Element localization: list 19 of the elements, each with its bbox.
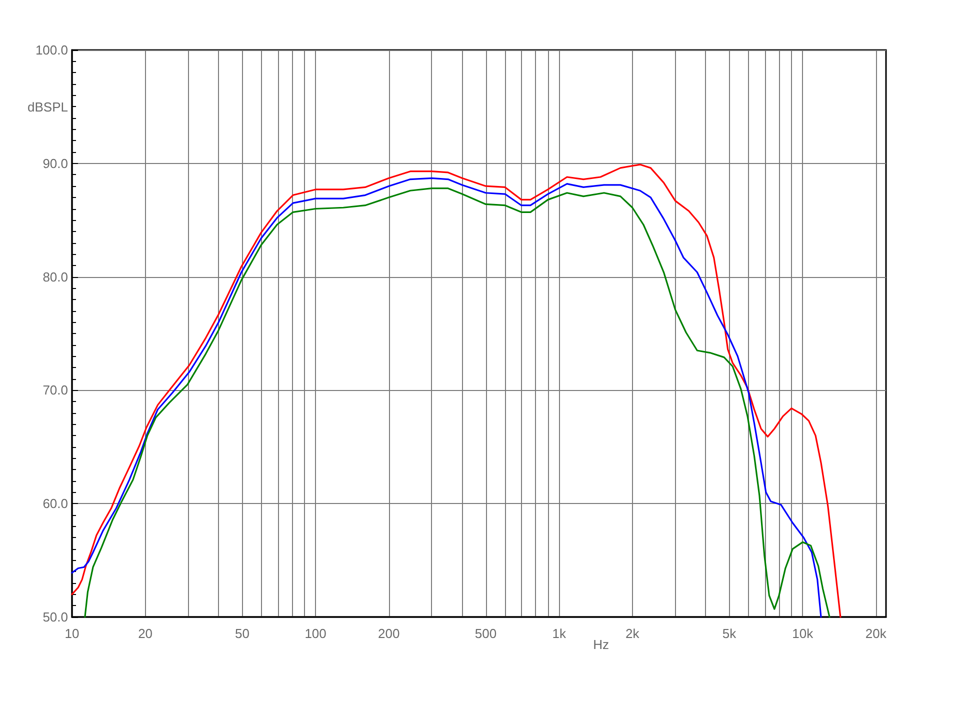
x-tick-label: 5k bbox=[722, 626, 737, 641]
x-tick-label: 100 bbox=[304, 626, 326, 641]
x-tick-label: 1k bbox=[552, 626, 566, 641]
x-tick-label: 50 bbox=[234, 626, 250, 641]
y-tick-label: 80.0 bbox=[42, 269, 68, 284]
x-tick-label: 20 bbox=[138, 626, 153, 641]
y-tick-label: 60.0 bbox=[42, 496, 68, 512]
x-tick-label: 20k bbox=[865, 626, 887, 641]
y-tick-label: 70.0 bbox=[42, 382, 68, 398]
x-tick-label: 500 bbox=[474, 626, 497, 641]
x-tick-label: 2k bbox=[626, 626, 640, 641]
y-tick-label: 90.0 bbox=[42, 156, 68, 171]
y-axis-title: dBSPL bbox=[28, 100, 68, 114]
y-tick-label: 50.0 bbox=[42, 610, 68, 624]
x-tick-label: 10k bbox=[792, 626, 814, 641]
y-tick-label: 100.0 bbox=[35, 42, 68, 58]
x-tick-label: 200 bbox=[378, 626, 400, 641]
x-tick-label: 10 bbox=[64, 626, 80, 641]
x-axis-title: Hz bbox=[593, 637, 609, 652]
